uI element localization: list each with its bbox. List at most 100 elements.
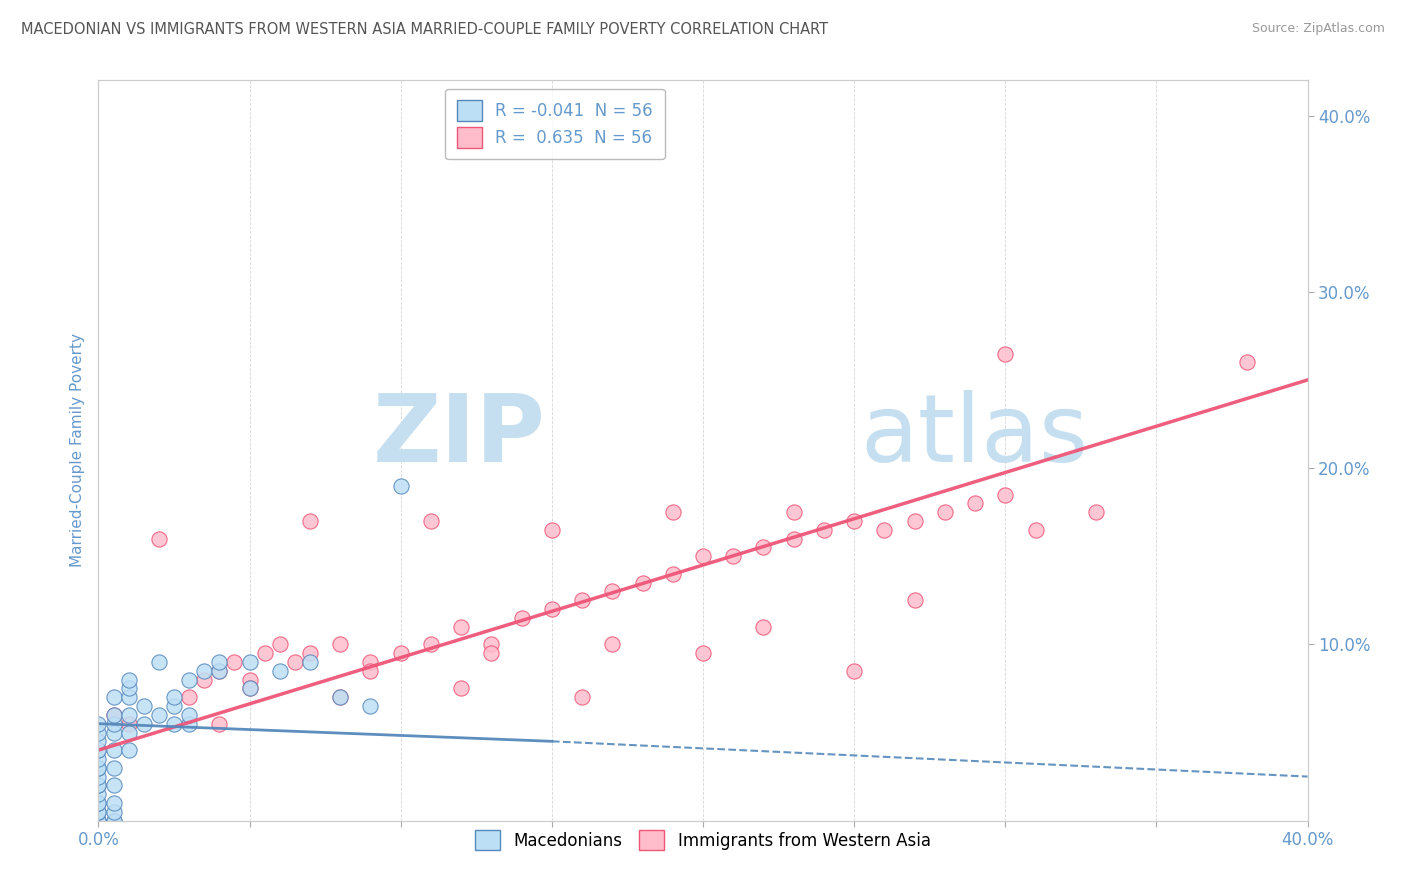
Point xyxy=(103,778,125,792)
Point xyxy=(148,532,170,546)
Text: Source: ZipAtlas.com: Source: ZipAtlas.com xyxy=(1251,22,1385,36)
Point xyxy=(103,690,125,705)
Point xyxy=(179,716,201,731)
Point xyxy=(87,743,110,757)
Point xyxy=(103,707,125,722)
Point xyxy=(179,707,201,722)
Point xyxy=(239,681,262,696)
Point xyxy=(103,716,125,731)
Point xyxy=(239,681,262,696)
Point xyxy=(87,761,110,775)
Point xyxy=(904,593,927,607)
Point xyxy=(631,575,654,590)
Point xyxy=(661,505,683,519)
Point xyxy=(118,725,141,739)
Point xyxy=(208,664,231,678)
Point xyxy=(103,725,125,739)
Point xyxy=(813,523,835,537)
Point xyxy=(239,673,262,687)
Point xyxy=(783,532,806,546)
Point xyxy=(87,814,110,828)
Point xyxy=(118,681,141,696)
Point xyxy=(118,743,141,757)
Point xyxy=(87,770,110,784)
Point xyxy=(87,814,110,828)
Point xyxy=(118,673,141,687)
Point xyxy=(360,699,382,714)
Point xyxy=(420,514,443,528)
Point xyxy=(299,655,322,669)
Point xyxy=(360,664,382,678)
Point xyxy=(329,637,352,651)
Point xyxy=(163,690,186,705)
Point xyxy=(844,664,866,678)
Point xyxy=(329,690,352,705)
Point xyxy=(87,743,110,757)
Point xyxy=(118,690,141,705)
Point xyxy=(844,514,866,528)
Point xyxy=(118,707,141,722)
Point xyxy=(253,646,276,660)
Point xyxy=(752,620,775,634)
Point xyxy=(360,655,382,669)
Point xyxy=(783,505,806,519)
Point xyxy=(692,646,714,660)
Point xyxy=(723,549,745,564)
Point xyxy=(118,716,141,731)
Point xyxy=(934,505,956,519)
Point xyxy=(87,716,110,731)
Point xyxy=(602,637,624,651)
Point xyxy=(389,646,412,660)
Point xyxy=(540,602,562,616)
Point xyxy=(103,805,125,819)
Point xyxy=(239,655,262,669)
Point xyxy=(1085,505,1108,519)
Point xyxy=(224,655,246,669)
Point xyxy=(481,637,503,651)
Point xyxy=(420,637,443,651)
Point xyxy=(481,646,503,660)
Legend: Macedonians, Immigrants from Western Asia: Macedonians, Immigrants from Western Asi… xyxy=(465,820,941,861)
Point xyxy=(87,752,110,766)
Point xyxy=(87,814,110,828)
Point xyxy=(389,479,412,493)
Point xyxy=(450,620,472,634)
Point xyxy=(179,690,201,705)
Point xyxy=(87,778,110,792)
Point xyxy=(103,814,125,828)
Point xyxy=(193,664,215,678)
Point xyxy=(994,487,1017,501)
Point xyxy=(103,743,125,757)
Point xyxy=(179,673,201,687)
Point xyxy=(148,655,170,669)
Point xyxy=(752,541,775,555)
Point xyxy=(87,734,110,748)
Point xyxy=(208,664,231,678)
Point xyxy=(103,796,125,810)
Point xyxy=(132,716,155,731)
Point xyxy=(87,805,110,819)
Point xyxy=(87,778,110,792)
Point xyxy=(103,707,125,722)
Point xyxy=(965,496,987,510)
Point xyxy=(193,673,215,687)
Point xyxy=(994,346,1017,360)
Point xyxy=(661,566,683,581)
Point xyxy=(299,646,322,660)
Point xyxy=(269,637,291,651)
Point xyxy=(132,699,155,714)
Point xyxy=(87,761,110,775)
Point xyxy=(269,664,291,678)
Point xyxy=(87,796,110,810)
Point xyxy=(87,805,110,819)
Point xyxy=(329,690,352,705)
Point xyxy=(148,707,170,722)
Point xyxy=(873,523,896,537)
Point xyxy=(692,549,714,564)
Point xyxy=(540,523,562,537)
Point xyxy=(602,584,624,599)
Point xyxy=(1024,523,1046,537)
Point xyxy=(299,514,322,528)
Point xyxy=(1236,355,1258,369)
Point xyxy=(904,514,927,528)
